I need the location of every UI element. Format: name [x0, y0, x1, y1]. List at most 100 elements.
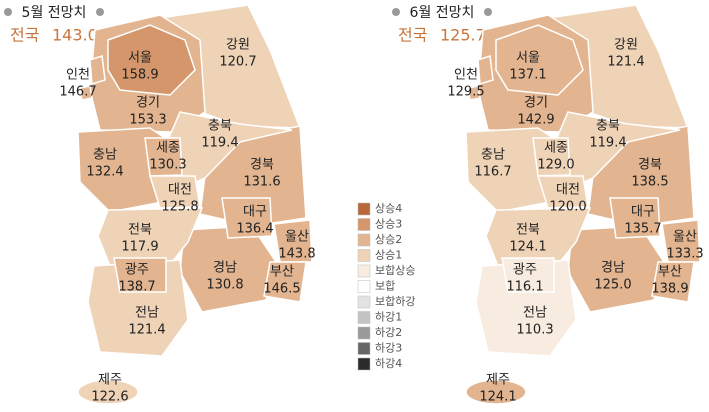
region-value: 130.3: [149, 158, 186, 173]
region-name: 전남: [135, 306, 159, 321]
legend-label: 상승4: [375, 202, 402, 215]
region-value: 119.4: [201, 136, 238, 151]
region-value: 121.4: [607, 55, 644, 70]
region-name: 인천: [66, 68, 90, 83]
region-name: 강원: [226, 38, 250, 53]
region-value: 153.3: [129, 113, 166, 128]
region-name: 경남: [601, 261, 625, 276]
region-name: 광주: [125, 263, 149, 278]
region-value: 142.9: [517, 113, 554, 128]
legend-label: 상승3: [375, 218, 402, 231]
region-value: 146.5: [263, 282, 300, 297]
region-value: 135.7: [624, 222, 661, 237]
region-value: 131.6: [243, 175, 280, 190]
region-name: 전남: [523, 306, 547, 321]
region-value: 124.1: [509, 240, 546, 255]
region-name: 서울: [516, 51, 540, 66]
region: [465, 379, 527, 405]
region: [501, 257, 555, 293]
legend-label: 하강3: [375, 341, 402, 355]
map-title: 5월 전망치: [22, 5, 87, 21]
legend-swatch: [357, 326, 371, 340]
region: [107, 24, 196, 96]
legend-swatch: [357, 311, 371, 324]
region-name: 인천: [454, 68, 478, 83]
region-value: 122.6: [91, 390, 128, 405]
region-value: 143.8: [278, 247, 315, 262]
region-name: 경기: [136, 96, 160, 111]
region: [77, 379, 139, 405]
region-name: 대구: [631, 205, 655, 220]
region-value: 129.5: [447, 85, 484, 100]
total-value: 143.0: [52, 26, 98, 45]
region: [661, 219, 701, 263]
region: [148, 175, 201, 209]
region-value: 129.0: [537, 158, 574, 173]
region: [495, 24, 584, 96]
region-value: 125.0: [594, 278, 631, 293]
region-value: 138.9: [651, 282, 688, 297]
legend-swatch: [357, 280, 371, 293]
legend-swatch: [357, 218, 371, 231]
region-name: 대전: [168, 183, 192, 198]
region: [273, 219, 313, 263]
region-value: 120.7: [219, 55, 256, 70]
region-value: 119.4: [589, 136, 626, 151]
total-value: 125.7: [440, 26, 486, 45]
region-name: 강원: [614, 38, 638, 53]
region-name: 부산: [658, 265, 682, 280]
region-name: 제주: [98, 373, 122, 388]
total-label: 전국: [10, 26, 39, 45]
region-name: 광주: [513, 263, 537, 278]
region-name: 부산: [270, 265, 294, 280]
legend-label: 하강2: [375, 325, 402, 339]
region-value: 133.3: [666, 247, 703, 262]
legend-label: 상승1: [375, 249, 402, 262]
region-value: 136.4: [236, 222, 273, 237]
region-value: 146.7: [59, 85, 96, 100]
region: [609, 197, 661, 239]
region-value: 124.1: [479, 390, 516, 405]
region-value: 116.7: [474, 165, 511, 180]
region-value: 137.1: [509, 68, 546, 83]
region: [113, 257, 167, 293]
region: [79, 54, 106, 101]
region: [536, 175, 589, 209]
legend-label: 보합: [375, 280, 395, 293]
region-value: 120.0: [549, 200, 586, 215]
legend-swatch: [357, 233, 371, 247]
region-name: 제주: [486, 373, 510, 388]
legend-swatch: [357, 357, 371, 371]
legend-label: 하강1: [375, 310, 402, 324]
region-value: 116.1: [506, 280, 543, 295]
region: [467, 54, 494, 101]
region: [263, 261, 307, 303]
region-value: 117.9: [121, 240, 158, 255]
legend-swatch: [357, 295, 371, 309]
region-value: 138.5: [631, 175, 668, 190]
region-value: 132.4: [86, 165, 123, 180]
title-dot: [392, 8, 400, 16]
region: [144, 137, 183, 177]
region-name: 경북: [638, 158, 662, 173]
legend-label: 보합상승: [375, 264, 415, 277]
region-value: 121.4: [128, 323, 165, 338]
region-name: 울산: [673, 230, 697, 245]
region-value: 110.3: [516, 323, 553, 338]
region-value: 125.8: [161, 200, 198, 215]
region: [651, 261, 695, 303]
region: [532, 137, 571, 177]
region-name: 충북: [596, 119, 620, 134]
region: [221, 197, 273, 239]
region-name: 서울: [128, 51, 152, 66]
legend-swatch: [357, 342, 371, 355]
legend-label: 하강4: [375, 356, 402, 370]
region-name: 경북: [250, 158, 274, 173]
region-name: 충북: [208, 119, 232, 134]
region-name: 전북: [128, 223, 152, 238]
region-name: 대전: [556, 183, 580, 198]
region-name: 충남: [481, 148, 505, 163]
region-value: 158.9: [121, 68, 158, 83]
